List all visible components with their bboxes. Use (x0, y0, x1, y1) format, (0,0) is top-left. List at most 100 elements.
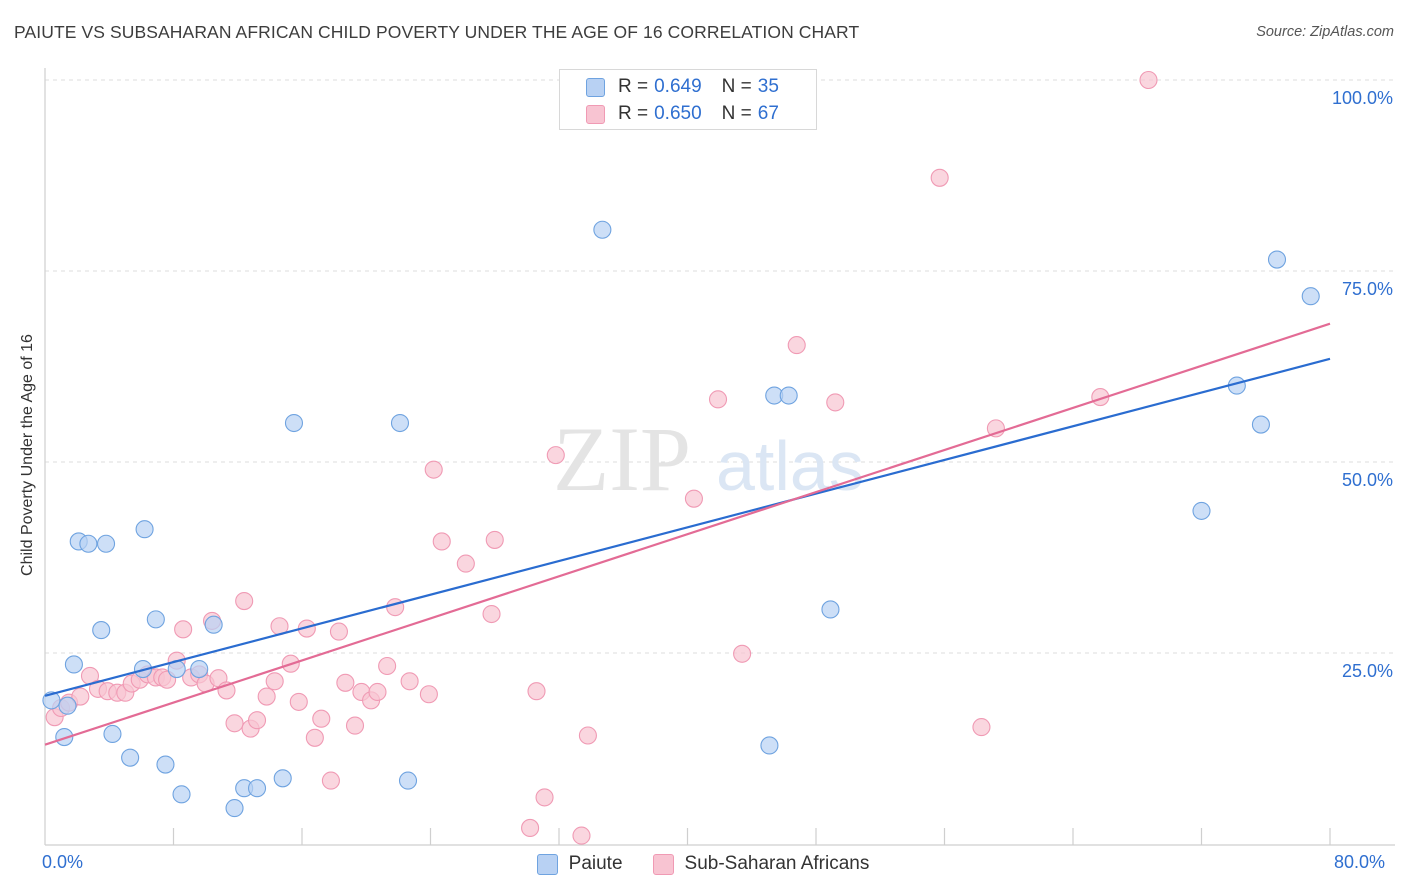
paiute-point (58, 696, 77, 715)
stats-row-subsaharan: R = 0.650 N = 67 (586, 102, 779, 126)
subsaharan-legend-label: Sub-Saharan Africans (684, 853, 870, 874)
paiute-point (1267, 250, 1287, 269)
paiute-point (96, 534, 116, 553)
subsaharan-point (321, 771, 340, 790)
series-legend: Paiute Sub-Saharan Africans (0, 852, 1406, 876)
paiute-point (190, 659, 209, 679)
r-label: R = (618, 76, 649, 97)
subsaharan-point (546, 446, 565, 465)
subsaharan-point (174, 620, 193, 639)
trend-lines (44, 322, 1331, 746)
subsaharan-point (485, 530, 504, 549)
paiute-point (103, 724, 122, 744)
n-label: N = (721, 76, 752, 97)
paiute-point (64, 655, 83, 674)
subsaharan-point (257, 687, 276, 706)
subsaharan-point (684, 489, 703, 508)
paiute-point (273, 769, 292, 788)
subsaharan-point (368, 682, 387, 702)
subsaharan-legend-swatch (652, 853, 674, 875)
paiute-point (390, 413, 410, 433)
watermark-atlas: atlas (716, 427, 864, 505)
stats-row-paiute: R = 0.649 N = 35 (586, 75, 779, 99)
paiute-point (1192, 501, 1211, 520)
subsaharan-point (329, 622, 348, 641)
subsaharan-point (432, 532, 451, 551)
paiute-point (172, 785, 191, 804)
subsaharan-point (265, 672, 284, 691)
subsaharan-point (345, 716, 365, 735)
paiute-point (79, 534, 98, 553)
watermark-zip: ZIP (553, 408, 691, 510)
n-label: N = (721, 103, 752, 124)
y-tick-label: 75.0% (1342, 279, 1393, 299)
n-value: 67 (757, 103, 779, 124)
paiute-trend-line (44, 357, 1331, 697)
subsaharan-point (972, 718, 991, 737)
subsaharan-point (289, 692, 308, 711)
subsaharan-point (521, 818, 540, 838)
y-tick-label: 50.0% (1342, 470, 1393, 490)
paiute-point (121, 748, 140, 767)
y-tick-labels: 25.0% 50.0% 75.0% 100.0% (1332, 88, 1393, 681)
subsaharan-point (456, 554, 475, 573)
paiute-point (247, 779, 267, 798)
subsaharan-point (1139, 70, 1158, 90)
y-tick-label: 100.0% (1332, 88, 1393, 108)
paiute-point (779, 386, 798, 405)
paiute-point (593, 220, 612, 239)
paiute-point (135, 520, 154, 539)
subsaharan-point (708, 390, 728, 409)
r-value: 0.650 (654, 103, 702, 124)
subsaharan-point (424, 460, 443, 479)
paiute-legend-label: Paiute (568, 853, 623, 874)
legend-item-subsaharan: Sub-Saharan Africans (652, 853, 870, 875)
r-label: R = (618, 103, 649, 124)
paiute-point (760, 736, 779, 755)
paiute-point (146, 610, 165, 629)
subsaharan-trend-line (44, 322, 1331, 746)
subsaharan-point (247, 711, 267, 730)
subsaharan-point (71, 687, 90, 706)
paiute-point (92, 621, 111, 640)
subsaharan-point (400, 672, 419, 691)
r-value: 0.649 (654, 76, 702, 97)
paiute-point (55, 727, 74, 747)
subsaharan-point (578, 726, 597, 745)
subsaharan-point (535, 788, 554, 807)
subsaharan-swatch (586, 104, 605, 124)
source-note: Source: ZipAtlas.com (1256, 24, 1394, 40)
subsaharan-point (386, 598, 405, 617)
paiute-point (398, 771, 418, 790)
subsaharan-point (527, 682, 546, 701)
subsaharan-point (225, 714, 244, 733)
subsaharan-point (482, 604, 501, 624)
subsaharan-point (378, 656, 397, 676)
paiute-point (1251, 415, 1270, 434)
paiute-swatch (586, 77, 605, 97)
paiute-point (284, 413, 304, 433)
subsaharan-point (305, 728, 324, 747)
subsaharan-point (235, 591, 254, 611)
paiute-point (156, 755, 175, 774)
subsaharan-point (826, 393, 845, 412)
paiute-point (821, 600, 840, 619)
chart-title: PAIUTE VS SUBSAHARAN AFRICAN CHILD POVER… (14, 22, 860, 42)
axes (44, 68, 1395, 846)
subsaharan-point (930, 168, 949, 187)
paiute-point (1301, 287, 1320, 306)
subsaharan-point (336, 673, 355, 692)
x-tick-label-max: 80.0% (1334, 852, 1386, 872)
n-value: 35 (757, 76, 779, 97)
x-tick-label-min: 0.0% (42, 852, 84, 872)
paiute-point (204, 615, 223, 634)
subsaharan-point (787, 336, 806, 355)
subsaharan-point (572, 826, 591, 845)
stats-legend: R = 0.649 N = 35 R = 0.650 N = 67 (559, 69, 817, 130)
paiute-legend-swatch (536, 853, 558, 875)
paiute-point (225, 799, 244, 818)
subsaharan-point (733, 644, 752, 663)
y-tick-label: 25.0% (1342, 661, 1393, 681)
data-points (42, 70, 1320, 845)
